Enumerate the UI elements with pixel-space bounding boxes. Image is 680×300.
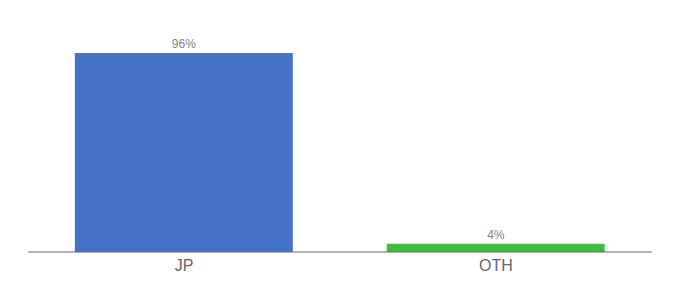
svg-text:JP: JP [175,257,194,274]
svg-text:96%: 96% [172,37,196,51]
svg-text:OTH: OTH [479,257,513,274]
svg-text:4%: 4% [487,228,505,242]
